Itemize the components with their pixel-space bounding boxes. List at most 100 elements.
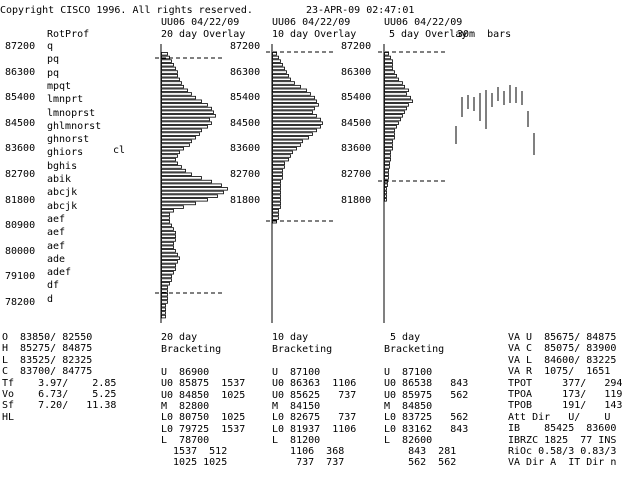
rotprof-row: pq [47, 67, 60, 79]
hist-10-bar [272, 172, 283, 176]
hist-10-bar [272, 168, 283, 173]
hist-20-bar [161, 205, 184, 209]
panel-20-price-label: 83600 [230, 143, 261, 155]
hist-10-bar [272, 143, 301, 147]
hist-20-bar [161, 114, 216, 118]
bracketing-title-1: 10 day [272, 332, 309, 343]
hist-20-bar [161, 125, 208, 129]
hist-20-bar [161, 154, 178, 158]
hist-10-bar [272, 114, 317, 118]
hist-10-bar [272, 117, 321, 122]
hist-20-bar [161, 103, 208, 107]
rotprof-price-label: 84500 [5, 117, 36, 129]
hist-5-bar [384, 150, 391, 155]
rotprof-marker: cl [113, 145, 126, 156]
rotprof-row: d [47, 293, 54, 305]
hist-10-bar [272, 150, 293, 155]
hist-20-bar [161, 165, 182, 169]
bracketing-line: 843 281 [384, 446, 457, 458]
hist-5-bar [384, 183, 388, 187]
hist-20-bar [161, 300, 168, 304]
rotprof-price-label: 85400 [5, 92, 36, 104]
hist-10-bar [272, 63, 283, 67]
rotprof-row: abik [47, 174, 72, 185]
rotprof-row: mpqt [47, 80, 72, 92]
bracketing-line: U0 84850 1025 [161, 389, 246, 401]
rotprof-row: lmnoprst [47, 107, 96, 119]
panel-5-header: UU06 04/22/09 [384, 17, 463, 28]
panel-5-overlay-title: 5 day Overlay [389, 29, 468, 40]
panel-10-price-label: 86300 [341, 66, 372, 78]
panel-20-price-label: 84500 [230, 117, 261, 129]
hist-5-bar [384, 179, 388, 184]
ohlc-line: Tf 3.97/ 2.85 [2, 377, 117, 389]
hist-20-bar [161, 139, 192, 144]
hist-5-bar [384, 121, 399, 125]
hist-5-bar [384, 154, 391, 158]
hist-20-bar [161, 179, 212, 184]
hist-10-bar [272, 55, 279, 60]
panel-20-price-label: 82700 [230, 169, 261, 180]
value-area-line: VA L 84600/ 83225 [508, 354, 617, 366]
hist-10-bar [272, 52, 277, 56]
rotprof-price-label: 83600 [5, 143, 36, 155]
hist-20-bar [161, 227, 174, 231]
value-area-line: VA R 1075/ 1651 [508, 366, 611, 378]
value-area-line: IBRZC 1825 77 INS [508, 434, 617, 446]
hist-20-bar [161, 314, 166, 319]
hist-20-bar [161, 187, 228, 191]
hist-10-bar [272, 161, 285, 165]
rotprof-row: ghnorst [47, 134, 90, 146]
rotprof-price-label: 79100 [5, 271, 36, 283]
hist-20-bar [161, 212, 170, 217]
hist-5-bar [384, 63, 393, 67]
hist-20-bar [161, 88, 188, 92]
panel-20-price-label: 86300 [230, 66, 261, 78]
bracketing-line: 1537 512 [161, 446, 228, 458]
bracketing-line: U0 85625 737 [272, 389, 357, 401]
panel-10-price-label: 85400 [341, 92, 372, 104]
value-area-line: VA C 85075/ 83900 [508, 343, 617, 355]
hist-20-bar [161, 209, 174, 213]
rotprof-row: aef [47, 213, 66, 225]
hist-5-bar [384, 157, 391, 162]
hist-20-bar [161, 110, 214, 114]
hist-20-bar [161, 303, 166, 308]
copyright-text: Copyright CISCO 1996. All rights reserve… [0, 5, 253, 16]
hist-10-bar [272, 128, 317, 133]
rotprof-row: ade [47, 253, 66, 265]
hist-20-bar [161, 106, 212, 111]
hist-10-bar [272, 103, 319, 107]
hist-20-bar [161, 201, 196, 206]
hist-20-bar [161, 70, 178, 74]
hist-10-bar [272, 209, 279, 213]
hist-10-bar [272, 95, 315, 100]
hist-5-bar [384, 77, 399, 82]
hist-10-bar [272, 106, 315, 111]
hist-20-bar [161, 190, 224, 195]
bracketing-line: U 86900 [161, 367, 210, 378]
hist-20-bar [161, 274, 172, 279]
hist-5-bar [384, 128, 395, 133]
bracketing-line: U 87100 [384, 367, 433, 378]
hist-10-bar [272, 205, 281, 209]
rotprof-row: bghis [47, 160, 78, 172]
hist-10-bar [272, 212, 279, 217]
hist-10-bar [272, 110, 313, 114]
hist-10-bar [272, 176, 283, 180]
hist-5-bar [384, 52, 389, 56]
ohlc-line: Sf 7.20/ 11.38 [2, 400, 117, 412]
panel-20-overlay-title: 20 day Overlay [161, 29, 246, 40]
hist-20-bar [161, 183, 222, 187]
hist-10-bar [272, 198, 281, 202]
rotprof-price-label: 78200 [5, 297, 36, 308]
rotprof-row: abcjk [47, 187, 78, 199]
hist-10-bar [272, 121, 323, 125]
hist-10-bar [272, 187, 281, 191]
hist-20-bar [161, 55, 170, 60]
bracketing-line: 562 562 [384, 457, 457, 469]
hist-10-bar [272, 165, 285, 169]
hist-20-bar [161, 219, 170, 224]
bracketing-line: U0 85875 1537 [161, 378, 246, 390]
rotprof-row: pq [47, 54, 60, 66]
